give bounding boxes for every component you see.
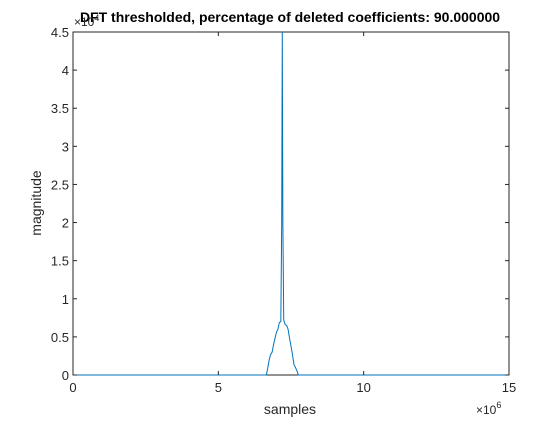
tick-layer: 0 5 10 15 0 0.5 1 1.5 2 2.5 3 3.5 4 4.5 — [51, 25, 516, 395]
x-exponent-base: ×10 — [476, 403, 497, 417]
chart-title: DFT thresholded, percentage of deleted c… — [80, 9, 500, 25]
y-tick-label: 3.5 — [51, 101, 69, 116]
y-tick-label: 4 — [62, 63, 69, 78]
y-tick-label: 2.5 — [51, 177, 69, 192]
x-tick-label: 15 — [502, 380, 516, 395]
y-tick-label: 1 — [62, 292, 69, 307]
x-exponent-power: 6 — [496, 400, 501, 410]
x-exponent-label: ×106 — [476, 400, 501, 417]
y-tick-label: 3 — [62, 139, 69, 154]
y-axis-label: magnitude — [28, 170, 44, 236]
x-tick-label: 0 — [69, 380, 76, 395]
y-tick-label: 0.5 — [51, 330, 69, 345]
data-layer — [73, 31, 509, 376]
y-exponent-label: ×104 — [74, 13, 99, 29]
x-tick-label: 10 — [356, 380, 370, 395]
y-tick-label: 2 — [62, 216, 69, 231]
y-tick-label: 0 — [62, 368, 69, 383]
y-exponent-power: 4 — [94, 13, 99, 23]
y-tick-label: 4.5 — [51, 25, 69, 40]
x-axis-label: samples — [264, 401, 316, 417]
y-tick-label: 1.5 — [51, 254, 69, 269]
plot-area — [72, 31, 510, 376]
series-line-0 — [73, 31, 509, 376]
y-exponent-base: ×10 — [74, 15, 95, 29]
x-tick-label: 5 — [215, 380, 222, 395]
